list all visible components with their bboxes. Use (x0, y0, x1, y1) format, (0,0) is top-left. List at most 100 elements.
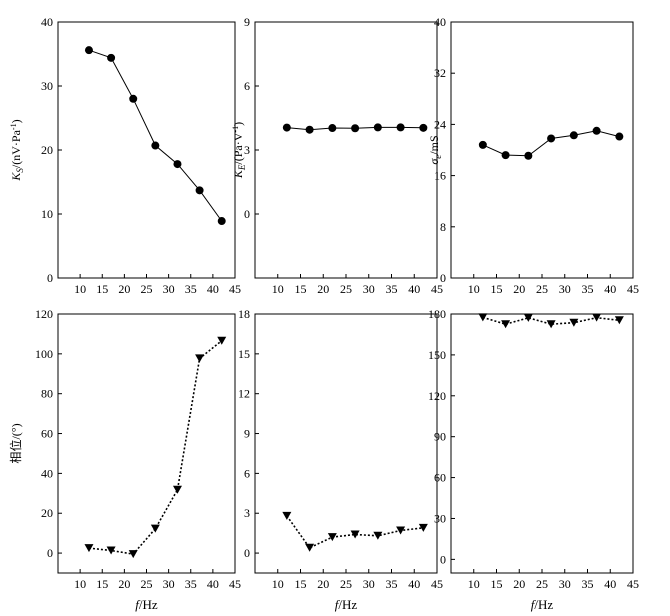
x-tick-label: 20 (118, 282, 130, 296)
data-point (418, 523, 428, 532)
x-tick-label: 10 (272, 282, 284, 296)
data-point (501, 320, 511, 329)
data-point (615, 132, 624, 141)
data-point (128, 550, 138, 559)
y-axis-label: KS/(nV·Pa-1) (9, 119, 25, 181)
y-tick-label: 0 (47, 546, 53, 560)
y-tick-label: 8 (440, 220, 446, 234)
data-point (172, 485, 182, 494)
x-tick-label: 25 (141, 282, 153, 296)
x-tick-label: 40 (408, 282, 420, 296)
y-tick-label: 120 (35, 307, 53, 321)
data-point (478, 140, 487, 149)
y-tick-label: 80 (41, 387, 53, 401)
y-tick-label: 0 (244, 546, 250, 560)
data-point (305, 125, 314, 134)
x-tick-label: 20 (317, 282, 329, 296)
y-axis-label: 相位/(°) (8, 423, 23, 463)
x-tick-label: 30 (559, 577, 571, 591)
data-point (373, 531, 383, 540)
panel-ks: 10 15 20 25 30 35 40 45 0 10 20 30 40 KS/(nV·Pa-1) (9, 15, 241, 296)
x-tick-label: 20 (317, 577, 329, 591)
data-point (129, 94, 138, 103)
x-tick-label: 45 (229, 577, 241, 591)
x-tick-label: 25 (340, 577, 352, 591)
x-tick-label: 20 (513, 577, 525, 591)
y-tick-label: 90 (434, 430, 446, 444)
data-point (195, 354, 205, 363)
y-tick-label: 20 (41, 143, 53, 157)
x-tick-label: 30 (363, 577, 375, 591)
x-tick-label: 10 (468, 577, 480, 591)
y-tick-label: 150 (428, 348, 446, 362)
data-point (327, 533, 337, 542)
x-tick-label: 45 (229, 282, 241, 296)
y-tick-label: 6 (244, 79, 250, 93)
data-point (173, 160, 182, 169)
x-axis-label: f/Hz (531, 597, 554, 612)
y-tick-label: 3 (244, 143, 250, 157)
data-point (151, 141, 160, 150)
x-tick-label: 35 (185, 577, 197, 591)
data-point (351, 124, 360, 133)
y-tick-label: 40 (41, 466, 53, 480)
y-tick-label: 0 (440, 552, 446, 566)
data-point (217, 217, 226, 226)
x-tick-label: 25 (340, 282, 352, 296)
panel-phase3: 10 15 20 25 30 35 40 45 0 30 60 90 120 150 180 f/Hz (428, 307, 639, 612)
x-tick-label: 30 (163, 577, 175, 591)
x-tick-label: 10 (468, 282, 480, 296)
y-tick-label: 0 (440, 271, 446, 285)
x-tick-label: 10 (74, 282, 86, 296)
x-tick-label: 30 (163, 282, 175, 296)
x-tick-label: 10 (74, 577, 86, 591)
plot-frame (254, 21, 438, 279)
plot-frame (57, 21, 236, 279)
x-tick-label: 45 (431, 577, 443, 591)
y-tick-label: 20 (41, 506, 53, 520)
y-tick-label: 3 (244, 506, 250, 520)
x-tick-label: 45 (627, 282, 639, 296)
x-tick-label: 35 (386, 577, 398, 591)
plot-frame (57, 313, 236, 574)
y-tick-label: 40 (41, 15, 53, 29)
data-point (478, 313, 488, 322)
data-point (150, 524, 160, 533)
y-tick-label: 60 (41, 427, 53, 441)
y-tick-label: 60 (434, 471, 446, 485)
data-point (373, 123, 382, 132)
y-tick-label: 16 (434, 169, 446, 183)
data-point (592, 313, 602, 322)
x-tick-label: 35 (582, 577, 594, 591)
panel-phase1: 10 15 20 25 30 35 40 45 0 20 40 60 80 100 120 相位/(°) f/H… (8, 307, 241, 612)
x-tick-label: 30 (363, 282, 375, 296)
panel-phase2: 10 15 20 25 30 35 40 45 0 3 6 9 12 15 18 f/Hz (238, 307, 443, 612)
x-tick-label: 15 (96, 282, 108, 296)
y-axis-label: KE/(Pa·V-1) (231, 122, 247, 179)
data-point (217, 336, 227, 345)
x-axis-label: f/Hz (335, 597, 358, 612)
x-tick-label: 25 (536, 577, 548, 591)
data-point (592, 126, 601, 135)
data-point (524, 151, 533, 160)
data-point (282, 123, 291, 132)
x-tick-label: 20 (118, 577, 130, 591)
data-point (107, 53, 116, 62)
y-tick-label: 15 (238, 347, 250, 361)
data-point (84, 544, 94, 553)
data-point (328, 124, 337, 133)
x-tick-label: 15 (295, 577, 307, 591)
y-tick-label: 6 (244, 466, 250, 480)
y-tick-label: 9 (244, 15, 250, 29)
plot-frame (254, 313, 438, 574)
x-tick-label: 30 (559, 282, 571, 296)
y-tick-label: 30 (41, 79, 53, 93)
data-point (501, 151, 510, 160)
data-point (282, 511, 292, 520)
x-tick-label: 40 (207, 577, 219, 591)
x-tick-label: 10 (272, 577, 284, 591)
x-tick-label: 15 (491, 577, 503, 591)
y-tick-label: 120 (428, 389, 446, 403)
